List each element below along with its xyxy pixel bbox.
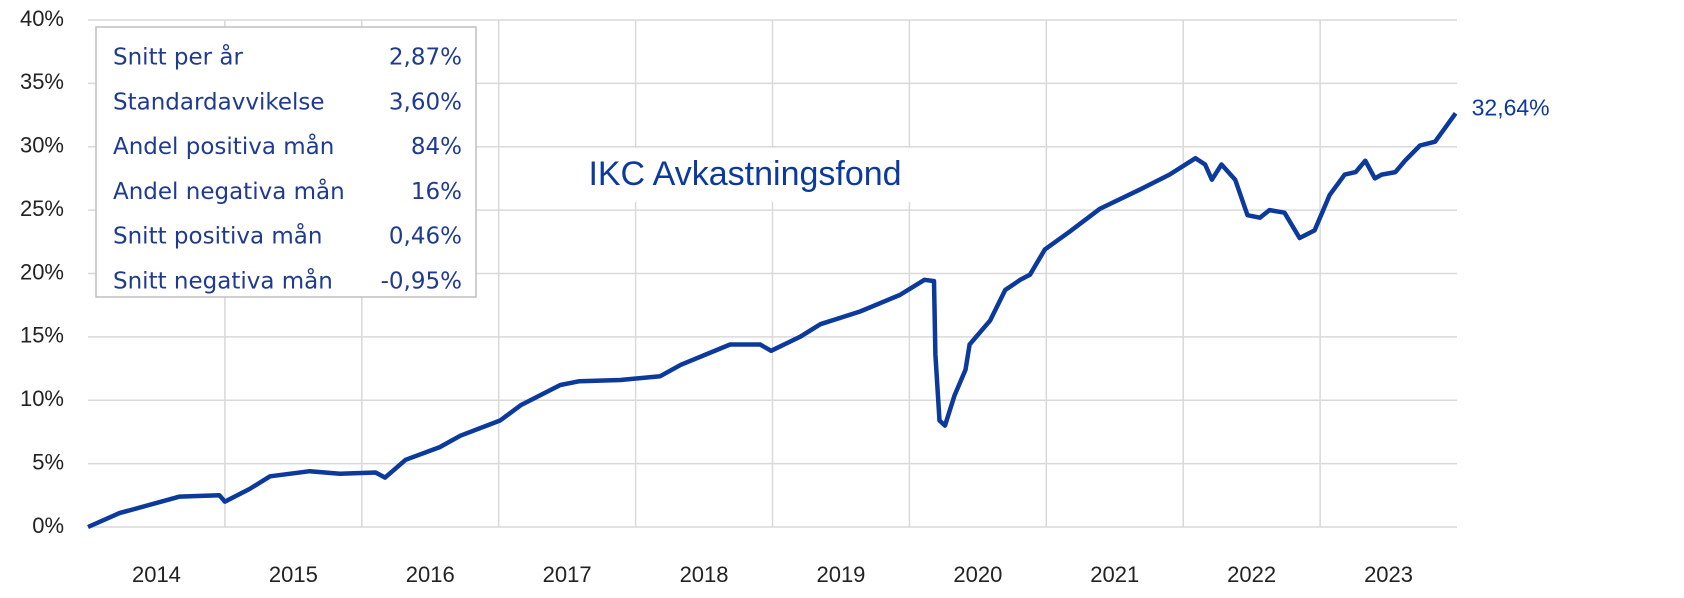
x-tick-label: 2016 bbox=[406, 562, 455, 587]
stat-value: 2,87% bbox=[389, 45, 462, 71]
stat-value: 84% bbox=[411, 134, 462, 160]
x-tick-label: 2023 bbox=[1364, 562, 1413, 587]
y-tick-label: 10% bbox=[20, 386, 64, 411]
x-tick-label: 2015 bbox=[269, 562, 318, 587]
y-tick-label: 40% bbox=[20, 6, 64, 31]
grid: 0% 5% 10% 15% 20% 25% 30% 35% 40% 2014 2015 2016 201… bbox=[20, 6, 1457, 587]
stats-frame bbox=[95, 26, 477, 298]
stat-value: 16% bbox=[411, 179, 462, 205]
x-tick-label: 2021 bbox=[1090, 562, 1139, 587]
y-tick-label: 30% bbox=[20, 133, 64, 158]
x-tick-label: 2019 bbox=[816, 562, 865, 587]
stat-label: Standardavvikelse bbox=[113, 89, 325, 115]
stat-value: 3,60% bbox=[389, 89, 462, 115]
series-label-bg bbox=[555, 148, 955, 202]
lines: 32,64% bbox=[87, 94, 1550, 530]
end-label: 32,64% bbox=[1472, 94, 1550, 120]
stat-label: Andel negativa mån bbox=[113, 177, 345, 205]
x-tick-label: 2014 bbox=[132, 562, 181, 587]
stat-label: Andel positiva mån bbox=[113, 132, 334, 160]
y-tick-label: 35% bbox=[20, 69, 64, 94]
stats-rows: Snitt per år 2,87% Standardavvikelse 3,60% A… bbox=[113, 43, 462, 295]
line-series bbox=[87, 111, 1458, 530]
series-label: IKC Avkastningsfond bbox=[588, 155, 901, 193]
x-tick-label: 2022 bbox=[1227, 562, 1276, 587]
x-tick-label: 2020 bbox=[953, 562, 1002, 587]
y-tick-label: 15% bbox=[20, 323, 64, 348]
stat-label: Snitt positiva mån bbox=[113, 222, 322, 250]
stats-box: Snitt per år 2,87% Standardavvikelse 3,60% A… bbox=[95, 26, 477, 298]
y-tick-label: 0% bbox=[32, 513, 64, 538]
stat-value: -0,95% bbox=[381, 269, 462, 295]
y-tick-label: 20% bbox=[20, 259, 64, 284]
x-tick-label: 2018 bbox=[680, 562, 729, 587]
stat-label: Snitt per år bbox=[113, 43, 244, 71]
y-tick-label: 5% bbox=[32, 449, 64, 474]
stat-label: Snitt negativa mån bbox=[113, 267, 333, 295]
x-tick-label: 2017 bbox=[543, 562, 592, 587]
y-tick-label: 25% bbox=[20, 196, 64, 221]
stat-value: 0,46% bbox=[389, 224, 462, 250]
